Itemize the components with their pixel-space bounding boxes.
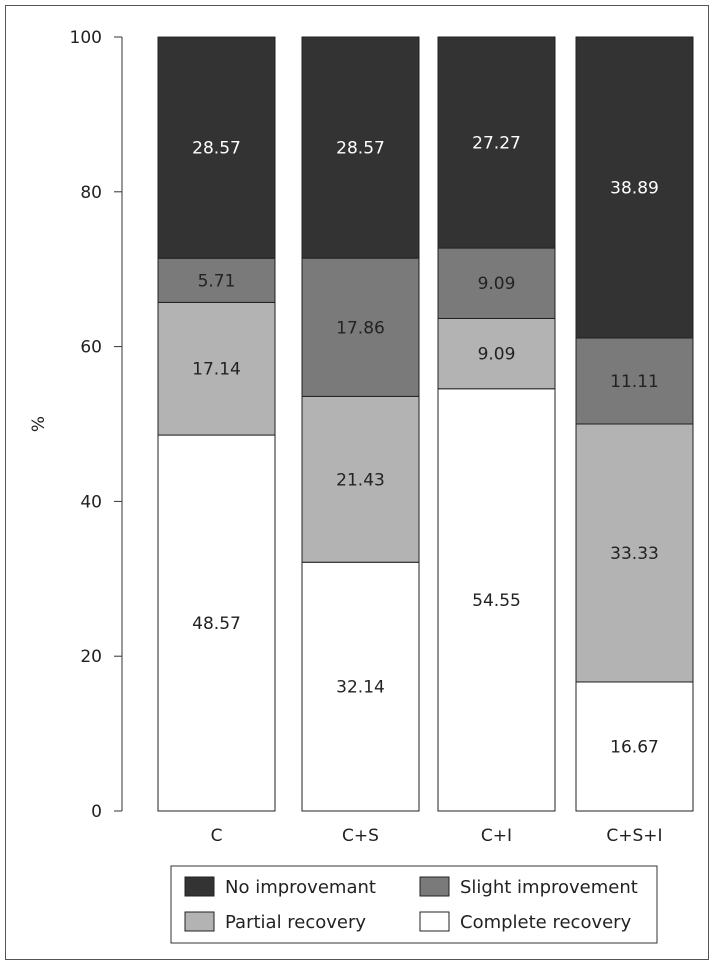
y-axis-label: % [29,416,49,432]
data-label: 9.09 [478,274,516,294]
legend-box [170,865,658,944]
bar-segment [157,257,276,303]
bar-segment [575,681,694,812]
legend-swatch [184,911,215,932]
y-tick-label: 0 [91,802,102,822]
bar-segment [301,257,420,397]
legend-swatch [419,911,450,932]
x-tick-label: C+I [481,826,512,846]
legend-label: Complete recovery [460,912,632,933]
bars: 48.57 17.14 5.71 28.57 32.14 21.43 17.86 28.57 5… [157,36,694,812]
legend-label: Partial recovery [225,912,366,933]
y-tick-label: 100 [70,28,102,48]
bar-segment [575,337,694,425]
bar-segment [575,36,694,339]
legend-label: Slight improvement [460,877,638,898]
data-label: 9.09 [478,345,516,365]
bar-stack-c-plus-s-plus-i: 16.67 33.33 11.11 38.89 [575,36,694,812]
y-tick-label: 80 [80,183,102,203]
bar-segment [301,395,420,563]
data-label: 28.57 [336,139,385,159]
bar-segment [575,423,694,683]
x-axis: C C+S C+I C+S+I [211,826,663,846]
bar-segment [437,247,556,319]
legend: No improvemant Slight improvement Partial … [170,865,658,944]
legend-label: No improvemant [225,877,376,898]
data-label: 27.27 [472,134,521,154]
bar-stack-c-plus-s: 32.14 21.43 17.86 28.57 [301,36,420,812]
data-label: 48.57 [192,614,241,634]
bar-segment [437,36,556,249]
y-tick-label: 40 [80,492,102,512]
data-label: 5.71 [198,271,236,291]
x-tick-label: C [211,826,223,846]
bar-segment [157,301,276,436]
x-tick-label: C+S [342,826,379,846]
bar-segment [437,388,556,812]
legend-swatch [184,876,215,897]
y-tick-label: 60 [80,338,102,358]
data-label: 21.43 [336,470,385,490]
bar-segment [301,36,420,259]
bar-stack-c-plus-i: 54.55 9.09 9.09 27.27 [437,36,556,812]
x-tick-label: C+S+I [606,826,662,846]
y-axis: 0 20 40 60 80 100 [70,28,123,822]
bar-segment [157,36,276,259]
bar-segment [301,561,420,812]
data-label: 11.11 [610,372,659,392]
y-tick-label: 20 [80,647,102,667]
legend-swatch [419,876,450,897]
data-label: 32.14 [336,678,385,698]
data-label: 54.55 [472,591,521,611]
data-label: 33.33 [610,544,659,564]
bar-segment [157,434,276,812]
data-label: 17.86 [336,318,385,338]
data-label: 16.67 [610,737,659,757]
data-label: 28.57 [192,139,241,159]
bar-segment [437,317,556,390]
data-label: 17.14 [192,360,241,380]
bar-stack-c: 48.57 17.14 5.71 28.57 [157,36,276,812]
data-label: 38.89 [610,179,659,199]
